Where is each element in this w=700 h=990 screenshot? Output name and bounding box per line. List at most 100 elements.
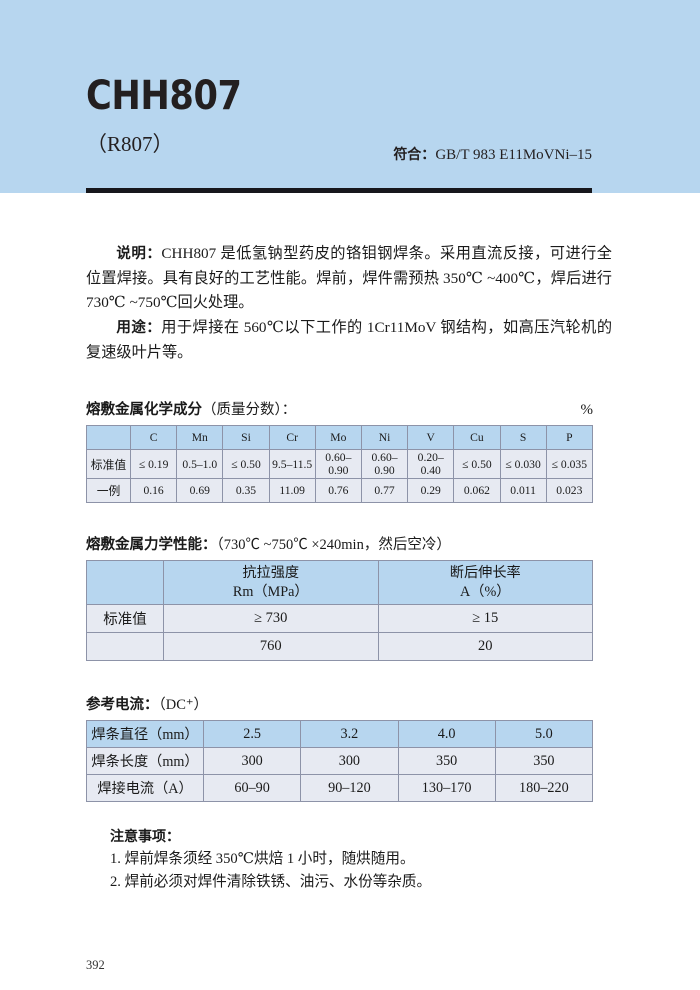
current-cell: 90–120 bbox=[300, 774, 399, 803]
table-row: 焊条直径（mm） 2.5 3.2 4.0 5.0 bbox=[86, 720, 594, 749]
chem-column-header: Mo bbox=[314, 425, 362, 451]
chem-cell: 0.29 bbox=[407, 478, 455, 504]
chemical-composition-section: 熔敷金属化学成分（质量分数）： % C Mn Si Cr Mo Ni V Cu S P 标准值 ≤ 0… bbox=[0, 398, 700, 504]
usage-block: 用途：用于焊接在 560℃以下工作的 1Cr11MoV 钢结构，如高压汽轮机的复… bbox=[0, 316, 700, 365]
table-row: 标准值 ≥ 730 ≥ 15 bbox=[86, 604, 593, 634]
current-table-body: 焊条直径（mm） 2.5 3.2 4.0 5.0 焊条长度（mm） 300 300 350 350… bbox=[86, 720, 594, 803]
chem-cell: 0.011 bbox=[499, 478, 547, 504]
description-block: 说明：CHH807 是低氢钠型药皮的铬钼钢焊条。采用直流反接，可进行全位置焊接。… bbox=[0, 242, 700, 316]
chem-column-header: Mn bbox=[176, 425, 224, 451]
chemical-composition-table: C Mn Si Cr Mo Ni V Cu S P 标准值 ≤ 0.19 0.5–1.0 ≤ 0.50 9.… bbox=[86, 425, 594, 504]
chem-cell: 9.5–11.5 bbox=[268, 449, 316, 480]
standard-value: GB/T 983 E11MoVNi–15 bbox=[435, 147, 592, 163]
header-divider-rule bbox=[86, 188, 592, 193]
description-lead: 说明： bbox=[116, 246, 162, 262]
chem-column-header: P bbox=[545, 425, 594, 451]
page-content: 说明：CHH807 是低氢钠型药皮的铬钼钢焊条。采用直流反接，可进行全位置焊接。… bbox=[0, 193, 700, 894]
current-cell: 180–220 bbox=[494, 774, 594, 803]
chem-table-body: C Mn Si Cr Mo Ni V Cu S P 标准值 ≤ 0.19 0.5–1.0 ≤ 0.50 9.… bbox=[86, 425, 594, 504]
current-row-label: 焊条直径（mm） bbox=[86, 720, 204, 749]
current-cell: 60–90 bbox=[202, 774, 302, 803]
mech-header-line2: A（%） bbox=[460, 583, 511, 600]
chem-cell: 0.062 bbox=[453, 478, 501, 504]
reference-current-table: 焊条直径（mm） 2.5 3.2 4.0 5.0 焊条长度（mm） 300 300 350 350… bbox=[86, 720, 594, 803]
chem-unit: % bbox=[580, 402, 594, 419]
current-cell: 3.2 bbox=[300, 720, 399, 749]
chemical-composition-caption: 熔敷金属化学成分（质量分数）： % bbox=[86, 398, 593, 419]
mech-cell: ≥ 15 bbox=[377, 604, 593, 634]
mech-corner-cell bbox=[86, 560, 164, 606]
mech-cell: ≥ 730 bbox=[163, 604, 379, 634]
current-cell: 130–170 bbox=[397, 774, 496, 803]
mechanical-properties-table: 抗拉强度 Rm（MPa） 断后伸长率 A（%） 标准值 ≥ 730 ≥ 15 760 20 bbox=[86, 560, 593, 662]
mech-row-label bbox=[86, 632, 164, 662]
current-cell: 4.0 bbox=[397, 720, 496, 749]
usage-lead: 用途： bbox=[116, 319, 162, 336]
chem-corner-cell bbox=[86, 425, 131, 451]
chem-cell: 0.20–0.40 bbox=[407, 449, 455, 480]
mech-header-line1: 抗拉强度 bbox=[242, 565, 300, 582]
chem-column-header: Ni bbox=[360, 425, 409, 451]
description-text: CHH807 是低氢钠型药皮的铬钼钢焊条。采用直流反接，可进行全位置焊接。具有良… bbox=[86, 245, 612, 312]
chem-column-header: Cu bbox=[453, 425, 501, 451]
table-header-row: C Mn Si Cr Mo Ni V Cu S P bbox=[86, 425, 594, 451]
chem-cell: ≤ 0.030 bbox=[499, 449, 547, 480]
chem-cell: 0.77 bbox=[360, 478, 409, 504]
chem-row-label: 一例 bbox=[86, 478, 131, 504]
mech-caption-sub: （730℃ ~750℃ ×240min，然后空冷） bbox=[216, 537, 451, 554]
chem-column-header: Cr bbox=[268, 425, 316, 451]
chem-cell: 0.60–0.90 bbox=[314, 449, 362, 480]
mech-caption-text: 熔敷金属力学性能：（730℃ ~750℃ ×240min，然后空冷） bbox=[86, 533, 451, 554]
current-cell: 350 bbox=[494, 747, 594, 776]
chem-cell: 11.09 bbox=[268, 478, 316, 504]
page-number: 392 bbox=[86, 958, 105, 972]
reference-current-section: 参考电流：（DC⁺） 焊条直径（mm） 2.5 3.2 4.0 5.0 焊条长度（mm） 3… bbox=[0, 693, 700, 803]
current-cell: 2.5 bbox=[202, 720, 302, 749]
mech-table-body: 抗拉强度 Rm（MPa） 断后伸长率 A（%） 标准值 ≥ 730 ≥ 15 760 20 bbox=[86, 560, 593, 662]
chem-cell: 0.023 bbox=[545, 478, 594, 504]
current-row-label: 焊接电流（A） bbox=[86, 774, 204, 803]
standard-label: 符合： bbox=[393, 147, 436, 163]
chem-column-header: S bbox=[499, 425, 547, 451]
chem-cell: 0.60–0.90 bbox=[360, 449, 409, 480]
table-row: 焊条长度（mm） 300 300 350 350 bbox=[86, 747, 594, 776]
table-row: 焊接电流（A） 60–90 90–120 130–170 180–220 bbox=[86, 774, 594, 803]
chem-column-header: V bbox=[407, 425, 455, 451]
table-row: 一例 0.16 0.69 0.35 11.09 0.76 0.77 0.29 0.062 0.01… bbox=[86, 478, 594, 504]
mech-column-header: 抗拉强度 Rm（MPa） bbox=[163, 560, 379, 606]
chem-caption-sub: （质量分数）： bbox=[202, 402, 297, 419]
chem-row-label: 标准值 bbox=[86, 449, 131, 480]
current-row-label: 焊条长度（mm） bbox=[86, 747, 204, 776]
table-row: 标准值 ≤ 0.19 0.5–1.0 ≤ 0.50 9.5–11.5 0.60–0.90 0… bbox=[86, 449, 594, 480]
mechanical-properties-caption: 熔敷金属力学性能：（730℃ ~750℃ ×240min，然后空冷） bbox=[86, 533, 593, 554]
mech-caption-main: 熔敷金属力学性能： bbox=[86, 537, 217, 554]
chem-cell: ≤ 0.50 bbox=[453, 449, 501, 480]
usage-paragraph: 用途：用于焊接在 560℃以下工作的 1Cr11MoV 钢结构，如高压汽轮机的复… bbox=[86, 316, 612, 365]
mech-cell: 20 bbox=[377, 632, 593, 662]
usage-text: 用于焊接在 560℃以下工作的 1Cr11MoV 钢结构，如高压汽轮机的复速级叶… bbox=[86, 318, 613, 361]
chem-cell: ≤ 0.50 bbox=[222, 449, 270, 480]
chem-column-header: Si bbox=[222, 425, 270, 451]
notes-section: 注意事项： 1. 焊前焊条须经 350℃烘焙 1 小时，随烘随用。 2. 焊前必… bbox=[0, 826, 700, 894]
notes-title: 注意事项： bbox=[110, 829, 180, 846]
standard-compliance: 符合：GB/T 983 E11MoVNi–15 bbox=[393, 144, 592, 164]
chem-cell: ≤ 0.035 bbox=[545, 449, 594, 480]
reference-current-caption: 参考电流：（DC⁺） bbox=[86, 693, 593, 714]
chem-cell: 0.16 bbox=[129, 478, 178, 504]
chem-caption-main: 熔敷金属化学成分 bbox=[86, 402, 202, 419]
current-cell: 5.0 bbox=[494, 720, 594, 749]
current-cell: 350 bbox=[397, 747, 496, 776]
chem-column-header: C bbox=[129, 425, 178, 451]
mech-cell: 760 bbox=[163, 632, 379, 662]
chem-cell: 0.5–1.0 bbox=[176, 449, 224, 480]
mechanical-properties-section: 熔敷金属力学性能：（730℃ ~750℃ ×240min，然后空冷） 抗拉强度 R… bbox=[0, 533, 700, 662]
product-alias: （R807） bbox=[86, 132, 174, 156]
table-header-row: 抗拉强度 Rm（MPa） 断后伸长率 A（%） bbox=[86, 560, 593, 606]
current-caption-main: 参考电流： bbox=[86, 697, 159, 714]
chem-caption-text: 熔敷金属化学成分（质量分数）： bbox=[86, 398, 296, 419]
chem-cell: ≤ 0.19 bbox=[129, 449, 178, 480]
chem-cell: 0.35 bbox=[222, 478, 270, 504]
product-code: CHH807 bbox=[86, 73, 242, 119]
note-item: 1. 焊前焊条须经 350℃烘焙 1 小时，随烘随用。 bbox=[110, 851, 415, 868]
description-paragraph: 说明：CHH807 是低氢钠型药皮的铬钼钢焊条。采用直流反接，可进行全位置焊接。… bbox=[86, 242, 612, 316]
